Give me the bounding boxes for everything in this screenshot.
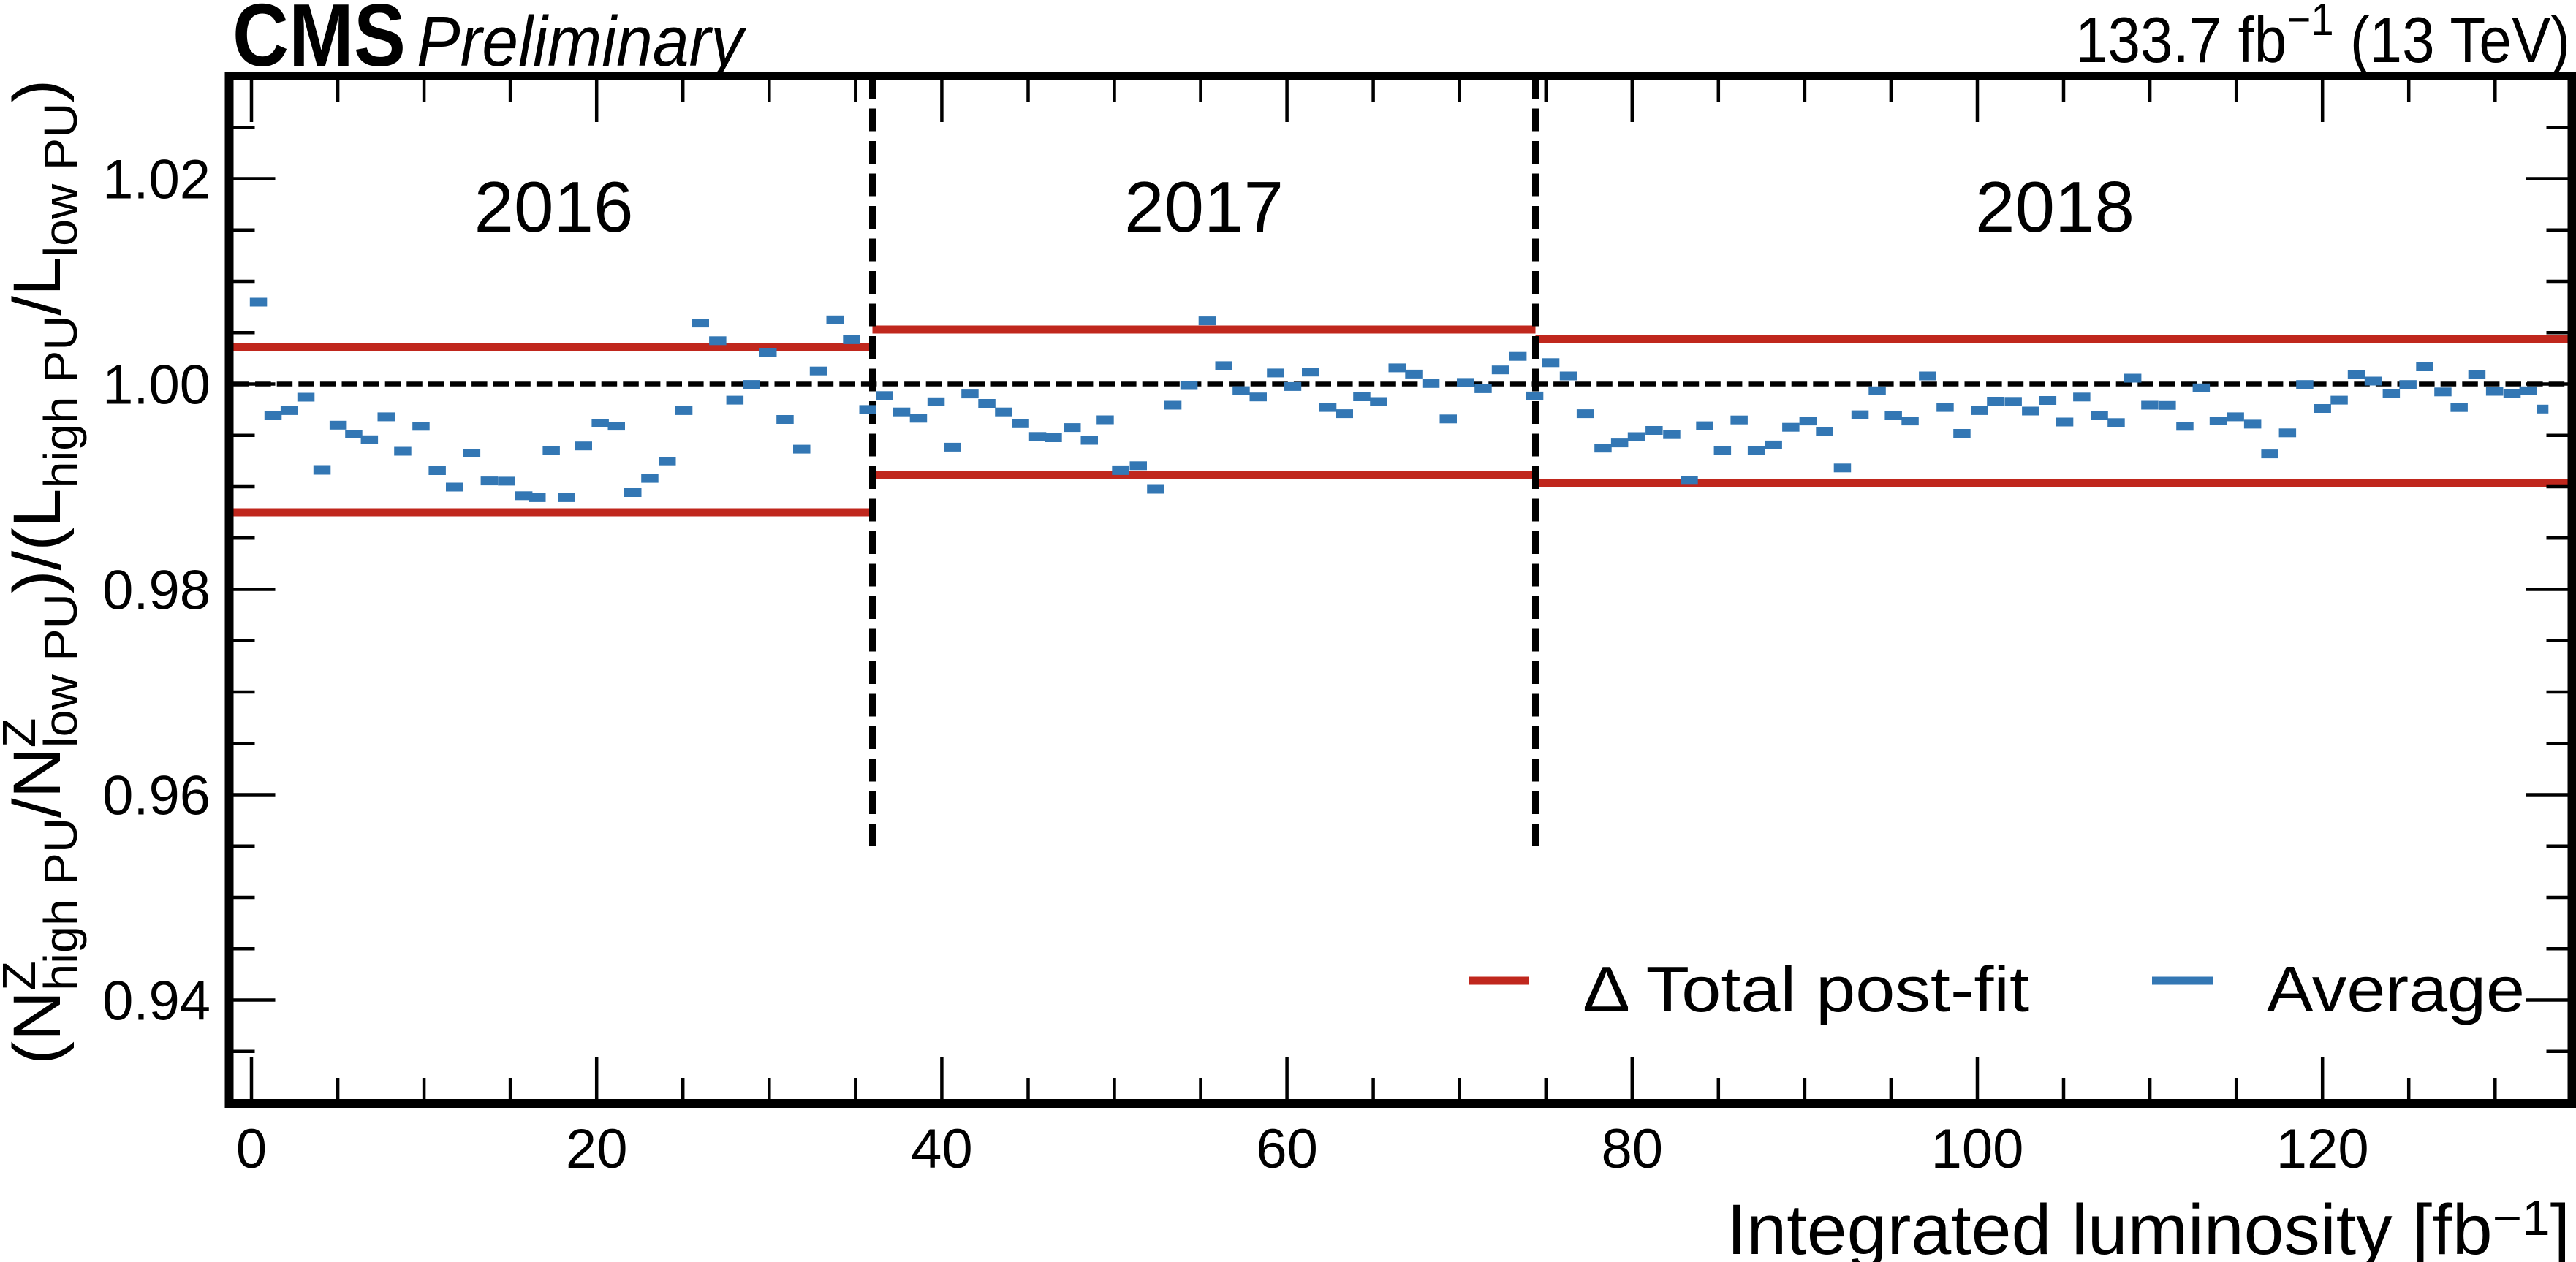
svg-text:100: 100 bbox=[1931, 1118, 2024, 1180]
svg-text:Z: Z bbox=[0, 961, 45, 991]
svg-text:2017: 2017 bbox=[1124, 167, 1284, 247]
svg-text:/N: /N bbox=[0, 748, 75, 818]
svg-text:80: 80 bbox=[1602, 1118, 1664, 1180]
svg-text:2016: 2016 bbox=[474, 167, 633, 247]
svg-text:)/(L: )/(L bbox=[0, 489, 75, 594]
svg-text:): ) bbox=[0, 80, 75, 103]
svg-text:Δ Total post-fit: Δ Total post-fit bbox=[1583, 953, 2029, 1025]
svg-text:CMS: CMS bbox=[232, 0, 406, 85]
svg-text:0.96: 0.96 bbox=[102, 765, 211, 827]
svg-text:60: 60 bbox=[1256, 1118, 1318, 1180]
svg-text:1.00: 1.00 bbox=[102, 354, 211, 417]
svg-text:Z: Z bbox=[0, 718, 45, 748]
svg-text:40: 40 bbox=[911, 1118, 973, 1180]
svg-text:low PU: low PU bbox=[34, 593, 87, 748]
svg-text:20: 20 bbox=[566, 1118, 628, 1180]
svg-text:0.98: 0.98 bbox=[102, 560, 211, 622]
svg-text:high PU: high PU bbox=[34, 316, 87, 489]
svg-text:Average: Average bbox=[2267, 953, 2525, 1025]
svg-text:0.94: 0.94 bbox=[102, 970, 211, 1033]
svg-text:2018: 2018 bbox=[1975, 167, 2134, 247]
svg-text:high PU: high PU bbox=[34, 818, 87, 991]
svg-text:1.02: 1.02 bbox=[102, 149, 211, 211]
svg-text:0: 0 bbox=[236, 1118, 267, 1180]
svg-text:120: 120 bbox=[2276, 1118, 2369, 1180]
svg-text:/L: /L bbox=[0, 257, 75, 316]
svg-text:Integrated luminosity [fb−1]: Integrated luminosity [fb −1] bbox=[1727, 1190, 2570, 1262]
svg-text:low PU: low PU bbox=[34, 103, 87, 257]
svg-text:Preliminary: Preliminary bbox=[417, 1, 747, 81]
svg-text:(N: (N bbox=[0, 991, 75, 1065]
